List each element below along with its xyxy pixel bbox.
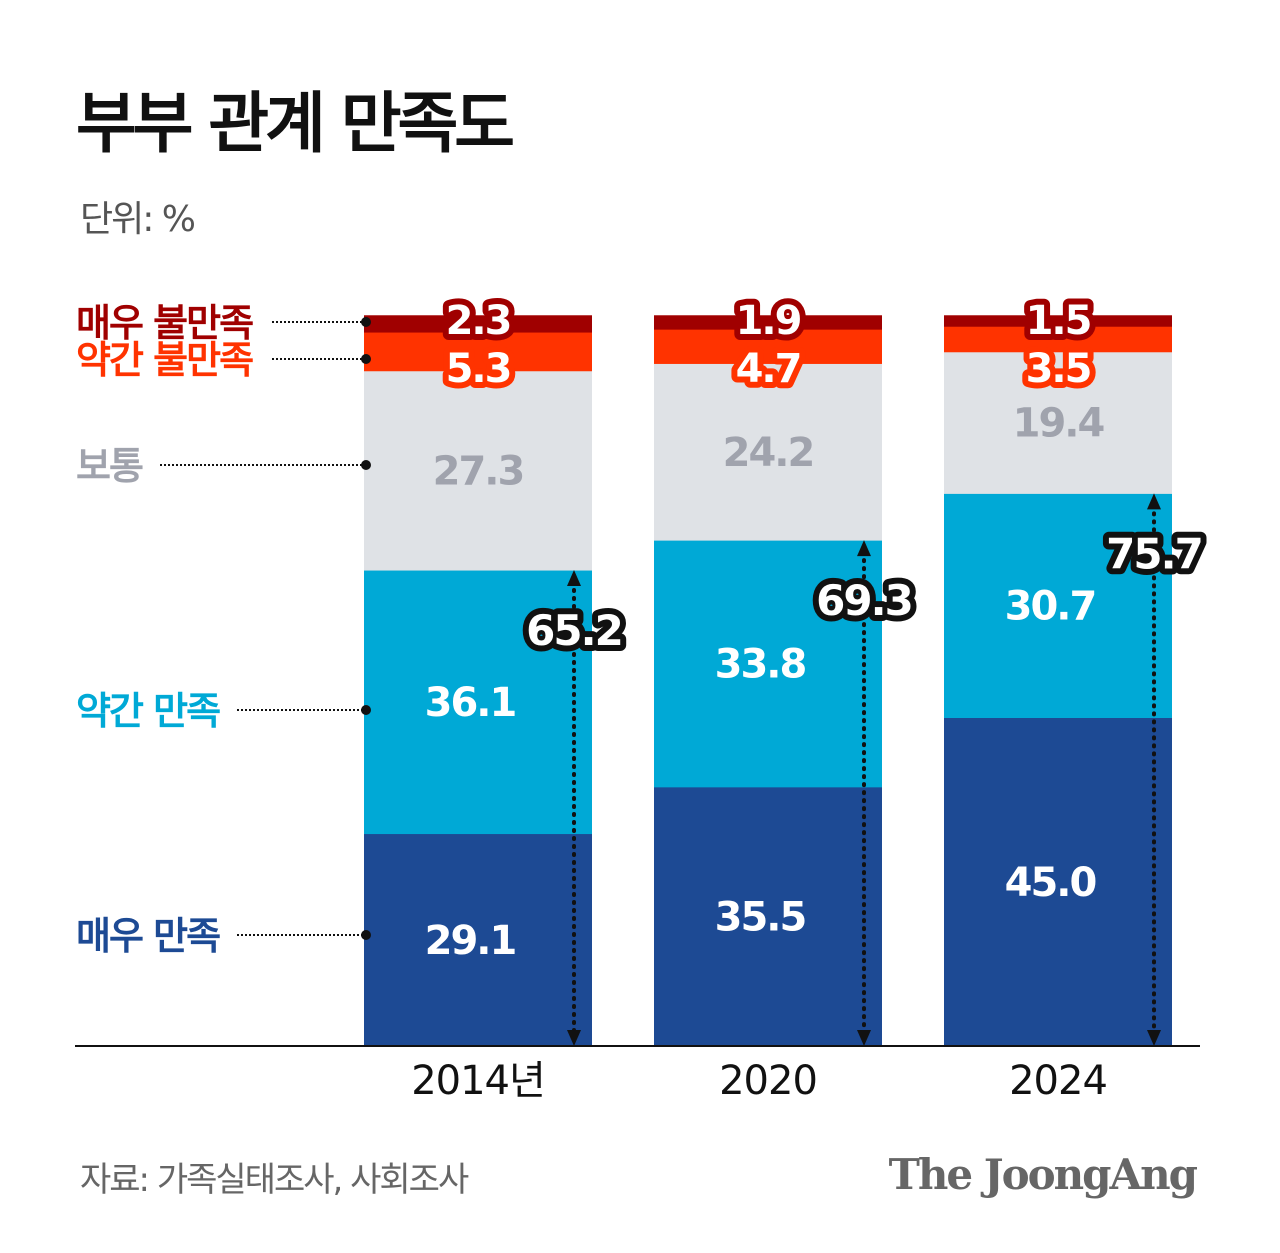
data-label: 5.3 <box>446 346 511 392</box>
legend-dot <box>361 705 371 715</box>
bar-segment <box>944 717 1172 1047</box>
data-label: 24.2 <box>723 430 814 476</box>
bar-segment <box>944 351 1172 494</box>
data-label: 35.5 <box>715 894 806 940</box>
x-tick-label: 2014년 <box>411 1058 545 1104</box>
data-label: 3.5 <box>1026 346 1091 392</box>
legend-dot <box>361 317 371 327</box>
bar-segment <box>654 540 882 788</box>
arrow-down-icon <box>567 1030 581 1046</box>
data-label: 1.9 <box>736 298 801 344</box>
data-label: 33.8 <box>715 641 806 687</box>
data-label: 30.7 <box>1005 583 1096 629</box>
data-label: 27.3 <box>433 448 524 494</box>
bar-segment <box>364 833 592 1047</box>
arrow-down-icon <box>857 1030 871 1046</box>
legend-label: 약간 불만족 <box>76 338 253 382</box>
data-label: 29.1 <box>425 918 516 964</box>
bar-segment <box>944 315 1172 327</box>
x-tick-label: 2020 <box>719 1058 817 1104</box>
satisfied-total-label: 65.2 <box>526 606 622 655</box>
data-label: 1.5 <box>1026 298 1091 344</box>
legend-dot <box>361 460 371 470</box>
page-title: 부부 관계 만족도 <box>76 85 515 162</box>
arrow-down-icon <box>1147 1030 1161 1046</box>
arrow-up-icon <box>857 540 871 557</box>
bar-segment <box>654 786 882 1047</box>
data-label: 19.4 <box>1013 401 1104 447</box>
data-label: 36.1 <box>425 680 516 726</box>
bar-segment <box>944 326 1172 353</box>
x-tick-label: 2024 <box>1009 1058 1107 1104</box>
bar-segment <box>364 332 592 372</box>
bar-segment <box>654 315 882 330</box>
legend-label: 약간 만족 <box>76 689 220 733</box>
data-label: 4.7 <box>736 346 801 392</box>
unit-label: 단위: % <box>80 199 196 240</box>
bar-segment <box>364 570 592 835</box>
arrow-up-icon <box>567 570 581 587</box>
legend-label: 매우 불만족 <box>76 301 253 345</box>
data-label: 45.0 <box>1005 860 1096 906</box>
legend-label: 매우 만족 <box>76 914 220 958</box>
legend-dot <box>361 930 371 940</box>
bar-segment <box>654 363 882 541</box>
legend-label: 보통 <box>76 444 143 488</box>
satisfied-total-label: 69.3 <box>816 576 912 625</box>
satisfied-total-label: 75.7 <box>1106 529 1202 578</box>
bar-segment <box>364 315 592 333</box>
source-note: 자료: 가족실태조사, 사회조사 <box>80 1160 469 1200</box>
bar-segment <box>654 329 882 364</box>
logo: The JoongAng <box>888 1150 1198 1199</box>
bar-segment <box>944 493 1172 718</box>
data-label: 2.3 <box>446 298 511 344</box>
legend-dot <box>361 354 371 364</box>
bar-segment <box>364 370 592 571</box>
arrow-up-icon <box>1147 493 1161 510</box>
